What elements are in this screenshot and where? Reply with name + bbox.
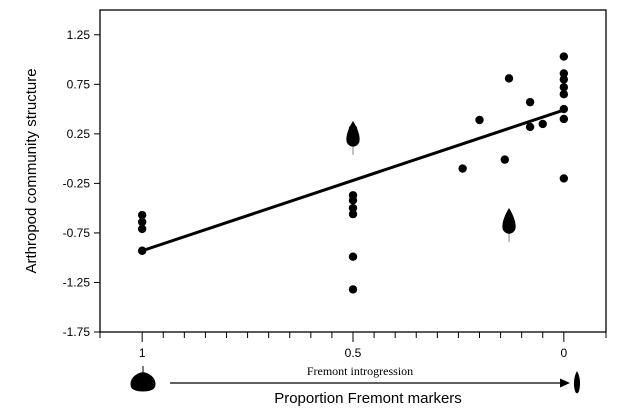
data-point [559, 114, 569, 124]
data-point [500, 155, 509, 164]
data-point [475, 115, 484, 125]
y-tick-label: 0.75 [67, 77, 91, 91]
data-point [559, 83, 569, 92]
data-point [538, 119, 547, 129]
x-axis-title: Proportion Fremont markers [274, 390, 462, 407]
data-point [559, 174, 569, 183]
data-point [458, 164, 467, 173]
data-point [559, 69, 569, 78]
plot-frame [99, 9, 607, 333]
data-point [525, 97, 535, 107]
data-point [525, 122, 535, 132]
data-point [559, 90, 569, 99]
y-tick-label: 1.25 [67, 28, 91, 42]
annotation-fremont-introgression: Fremont introgression [307, 364, 413, 378]
data-point [348, 252, 358, 261]
data-points [137, 52, 569, 294]
data-point [348, 285, 358, 294]
leaf-markers [346, 120, 516, 243]
y-axis-title: Arthropod community structure [23, 68, 40, 273]
leaf-marker [502, 208, 516, 243]
data-point [559, 75, 569, 84]
data-point [348, 203, 358, 213]
data-point [504, 74, 514, 83]
data-point [348, 209, 358, 219]
data-point [137, 210, 147, 220]
x-tick-label: 0.5 [345, 346, 362, 360]
left-leaf-icon [130, 366, 156, 392]
leaf-marker [346, 120, 360, 155]
right-leaf-icon [573, 371, 581, 394]
y-tick-label: -1.75 [63, 325, 91, 339]
data-point [137, 224, 147, 234]
x-axis: 1 0.5 0 [99, 332, 607, 360]
y-tick-label: -0.25 [63, 176, 91, 190]
x-tick-label: 1 [139, 346, 146, 360]
y-tick-label: 0.25 [67, 127, 91, 141]
data-point [348, 196, 358, 205]
data-point [137, 217, 147, 227]
introgression-arrow [170, 378, 570, 388]
regression-line [141, 108, 565, 253]
y-axis: 1.25 0.75 0.25 -0.25 -0.75 -1.25 -1.75 [63, 28, 100, 339]
data-point [559, 52, 569, 61]
y-tick-label: -0.75 [63, 226, 91, 240]
x-tick-label: 0 [560, 346, 567, 360]
y-tick-label: -1.25 [63, 275, 91, 289]
